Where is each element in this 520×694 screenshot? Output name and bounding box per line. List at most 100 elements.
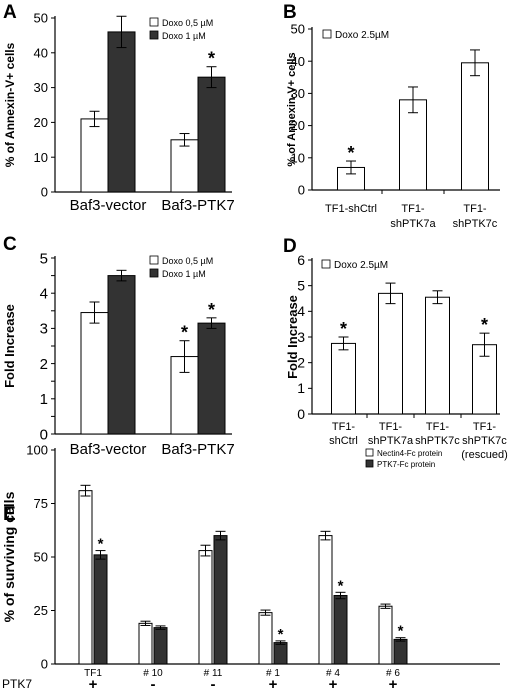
significance-star: *: [181, 323, 188, 343]
row-label: PTK7: [2, 677, 32, 691]
row-value: +: [389, 676, 398, 693]
x-tick-label: # 1: [266, 668, 280, 679]
y-axis-label: % of Annexin-V+ cells: [3, 42, 17, 167]
legend-swatch: [149, 17, 159, 27]
x-tick-label-line: TF1-: [426, 421, 450, 433]
y-tick-label: 5: [297, 278, 305, 294]
x-tick-label-line: (rescued): [461, 449, 507, 461]
panel-letter: A: [3, 2, 17, 23]
bar: [425, 296, 450, 415]
y-tick-label: 100: [26, 443, 48, 458]
x-tick-label-line: TF1-: [379, 421, 403, 433]
legend-swatch: [149, 255, 159, 265]
y-tick-label: 4: [297, 303, 305, 319]
x-tick-label: TF1- shPTK7c (rescued): [461, 421, 507, 461]
y-tick-label: 6: [297, 252, 305, 268]
y-axis-label: % of Annexin-V+ cells: [286, 52, 298, 166]
legend-label: PTK7-Fc protein: [377, 460, 435, 469]
legend-label: Doxo 0,5 µM: [162, 256, 213, 266]
x-tick-label-line: shPTK7c: [462, 435, 507, 447]
x-tick-label-line: TF1-: [473, 421, 497, 433]
panel-letter: B: [283, 2, 297, 23]
x-tick-label: # 10: [143, 668, 163, 679]
y-tick-label: 50: [34, 550, 48, 565]
bar: [333, 595, 348, 665]
significance-star: *: [208, 49, 215, 69]
significance-star: *: [98, 536, 104, 553]
x-tick-label-line: TF1-: [463, 203, 487, 215]
x-tick-label-line: shPTK7a: [390, 218, 436, 230]
bar: [393, 638, 408, 665]
y-tick-label: 30: [34, 80, 48, 95]
y-tick-label: 0: [41, 185, 48, 200]
legend-label: Doxo 2.5µM: [335, 30, 389, 41]
x-tick-label-line: Baf3-PTK7: [161, 441, 234, 458]
x-tick-label-line: # 6: [386, 668, 400, 679]
y-tick-label: 1: [40, 391, 48, 408]
y-tick-label: 3: [297, 329, 305, 345]
x-tick-label: Baf3-PTK7: [161, 197, 234, 214]
y-tick-label: 20: [291, 118, 305, 133]
significance-star: *: [208, 300, 215, 320]
x-tick-label: TF1- shPTK7a: [390, 203, 436, 230]
panel-letter: E: [3, 504, 16, 525]
x-tick-label-line: # 4: [326, 668, 340, 679]
panel-d-bar-chart: D Fold Increase 0 1 2 3 4 5 6 * * TF1- shCtrl TF1- shP…: [283, 236, 508, 461]
panel-a-bar-chart: A % of Annexin-V+ cells 0 10 20 30 40 50 * Baf3-v…: [3, 2, 235, 214]
legend-swatch: [149, 30, 159, 40]
x-tick-label-line: shPTK7c: [453, 218, 498, 230]
significance-star: *: [278, 626, 284, 643]
row-value: +: [329, 676, 338, 693]
legend-swatch: [149, 268, 159, 278]
bar: [93, 554, 108, 665]
x-tick-label-line: # 1: [266, 668, 280, 679]
bar: [107, 31, 136, 193]
x-tick-label: # 11: [204, 668, 223, 679]
x-tick-label: TF1- shPTK7c: [453, 203, 498, 230]
bar: [331, 342, 356, 415]
y-tick-label: 75: [34, 496, 48, 511]
legend-label: Doxo 1 µM: [162, 31, 206, 41]
legend-label: Nectin4-Fc protein: [377, 449, 442, 458]
x-tick-label: Baf3-vector: [70, 441, 147, 458]
bar: [461, 62, 489, 191]
bar: [378, 605, 393, 665]
bar: [78, 490, 93, 665]
y-tick-label: 0: [41, 657, 48, 672]
bar: [318, 535, 333, 665]
y-tick-label: 0: [298, 183, 305, 198]
x-tick-label: # 6: [386, 668, 400, 679]
y-axis-label: % of surviving cells: [1, 491, 17, 622]
y-axis-label: Fold Increase: [285, 295, 300, 379]
bar: [378, 292, 403, 415]
y-tick-label: 50: [291, 22, 305, 37]
bar: [197, 76, 226, 193]
significance-star: *: [481, 315, 488, 335]
bar: [80, 118, 109, 193]
y-tick-label: 25: [34, 603, 48, 618]
panel-b-bar-chart: B% of Annexin-V+ cells01020304050*TF1-sh…: [283, 2, 500, 230]
bar: [138, 622, 153, 665]
significance-star: *: [338, 577, 344, 594]
y-tick-label: 10: [34, 150, 48, 165]
x-tick-label-line: shCtrl: [329, 435, 358, 447]
legend-swatch: [321, 259, 331, 269]
x-tick-label: Baf3-PTK7: [161, 441, 234, 458]
x-tick-label: TF1- shPTK7c: [415, 421, 460, 447]
y-tick-label: 3: [40, 321, 48, 338]
significance-star: *: [398, 623, 404, 640]
bar: [273, 642, 288, 665]
x-tick-label-line: # 10: [143, 668, 163, 679]
panel-letter: C: [3, 234, 17, 255]
legend-label: Doxo 0,5 µM: [162, 18, 213, 28]
row-value: +: [269, 676, 278, 693]
bar: [197, 322, 226, 435]
x-tick-label: # 4: [326, 668, 340, 679]
y-tick-label: 10: [291, 150, 305, 165]
bar: [107, 275, 136, 435]
row-value: +: [89, 676, 98, 693]
y-tick-label: 1: [297, 380, 305, 396]
legend-label: Doxo 1 µM: [162, 269, 206, 279]
x-tick-label-line: Baf3-vector: [70, 441, 147, 458]
